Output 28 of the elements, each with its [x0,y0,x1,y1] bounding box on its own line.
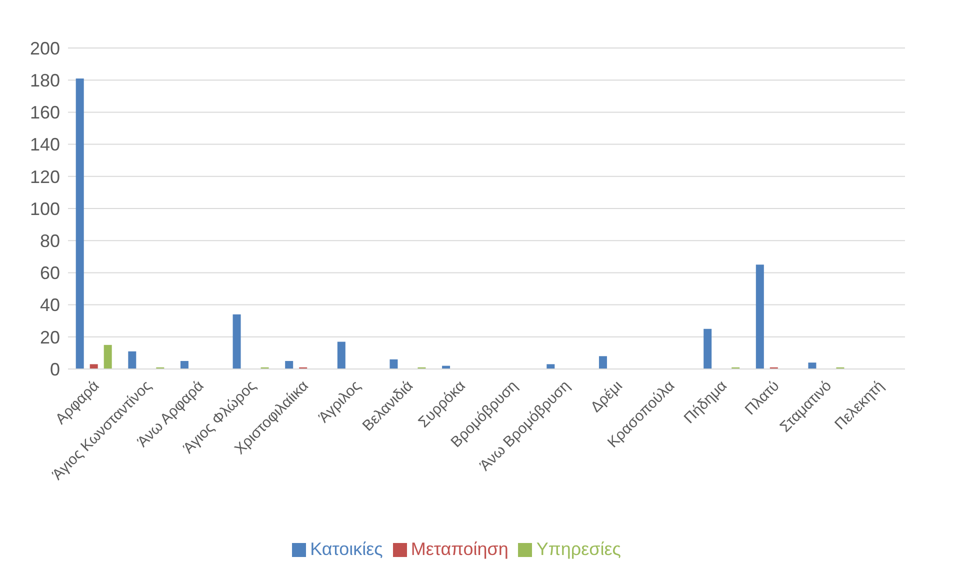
bar [90,364,98,369]
bar [808,362,816,369]
y-tick-label: 140 [30,134,60,155]
bar [546,364,555,369]
y-tick-label: 0 [50,359,60,380]
y-tick-label: 40 [40,295,60,316]
bar [104,344,112,369]
bar [756,264,764,369]
bar [76,78,84,369]
bar [390,359,398,369]
bar [128,351,136,369]
y-tick-label: 200 [30,38,60,58]
bar [180,360,188,369]
legend-label: Μεταποίηση [410,539,508,559]
legend-label: Κατοικίες [310,539,383,559]
y-tick-label: 120 [30,166,60,187]
bar [232,314,241,369]
y-tick-label: 180 [30,70,60,90]
bar [598,356,607,369]
y-tick-label: 80 [40,230,60,251]
y-tick-label: 160 [30,102,60,123]
bar [337,342,346,369]
legend-label: Υπηρεσίες [536,539,621,559]
bar [285,360,294,369]
y-tick-label: 60 [40,263,60,284]
y-tick-label: 20 [40,327,60,348]
y-tick-label: 100 [30,198,60,219]
bar [704,328,712,369]
